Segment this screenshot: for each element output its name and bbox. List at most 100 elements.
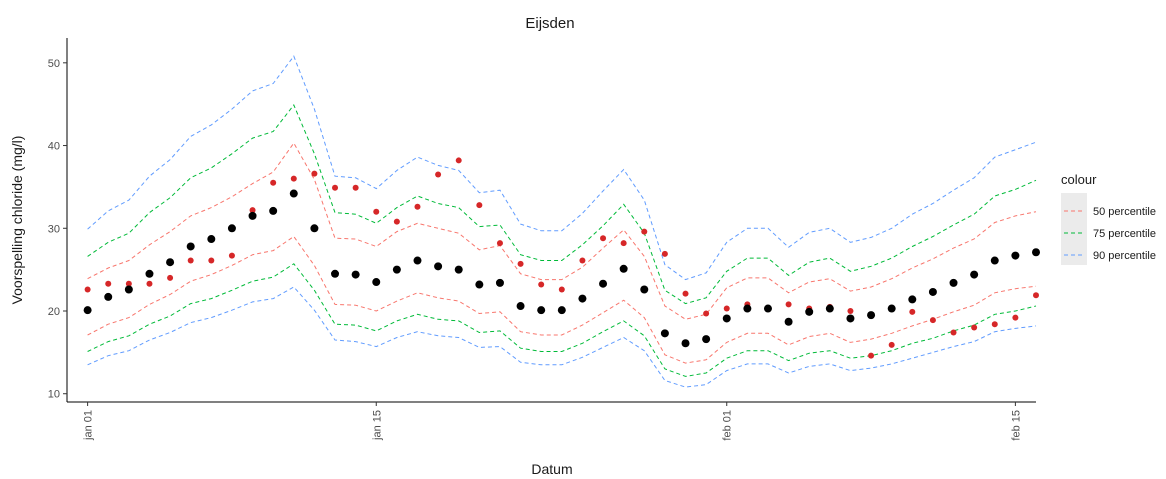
measured-point <box>373 208 380 215</box>
measured-point <box>661 250 668 257</box>
chart-title: Eijsden <box>525 15 574 32</box>
measured-point <box>620 240 627 247</box>
measured-point <box>435 171 442 178</box>
prediction-point <box>434 262 443 271</box>
prediction-point <box>1011 251 1020 260</box>
prediction-point <box>331 269 340 278</box>
prediction-point <box>392 265 401 274</box>
data-points <box>83 157 1040 359</box>
measured-point <box>703 310 710 317</box>
legend-key-background <box>1061 193 1087 265</box>
prediction-point <box>166 258 175 267</box>
measured-point <box>929 317 936 324</box>
prediction-point <box>372 278 381 287</box>
measured-point <box>84 286 91 293</box>
measured-point <box>1012 314 1019 321</box>
measured-point <box>785 301 792 308</box>
measured-point <box>105 280 112 287</box>
measured-point <box>723 305 730 312</box>
prediction-point <box>825 304 834 313</box>
measured-point <box>909 308 916 315</box>
measured-point <box>641 228 648 235</box>
y-tick-label: 30 <box>48 223 60 235</box>
x-tick-label: jan 01 <box>83 410 95 441</box>
prediction-point <box>990 256 999 265</box>
prediction-point <box>578 294 587 303</box>
measured-point <box>414 203 421 210</box>
prediction-point <box>743 304 752 313</box>
legend-label: 50 percentile <box>1093 206 1156 218</box>
prediction-point <box>640 285 649 294</box>
prediction-point <box>227 224 236 233</box>
prediction-point <box>475 280 484 289</box>
prediction-point <box>949 278 958 287</box>
measured-point <box>538 281 545 288</box>
measured-point <box>455 157 462 164</box>
prediction-point <box>269 206 278 215</box>
y-axis-ticks: 10 20 30 40 50 <box>48 58 67 401</box>
x-tick-label: feb 01 <box>722 410 734 441</box>
measured-point <box>517 260 524 267</box>
measured-point <box>393 218 400 225</box>
x-axis-ticks: jan 01 jan 15 feb 01 feb 15 <box>83 402 1022 441</box>
x-tick-label: feb 15 <box>1010 410 1022 441</box>
measured-point <box>991 321 998 328</box>
prediction-point <box>1032 248 1040 257</box>
y-axis-title: Voorspelling chloride (mg/l) <box>9 136 25 305</box>
measured-point <box>600 235 607 242</box>
measured-point <box>332 184 339 191</box>
prediction-point <box>702 335 711 344</box>
prediction-point <box>248 211 257 220</box>
prediction-point <box>619 264 628 273</box>
prediction-point <box>970 270 979 279</box>
prediction-point <box>413 256 422 265</box>
prediction-point <box>784 317 793 326</box>
prediction-point <box>805 307 814 316</box>
prediction-point <box>867 311 876 320</box>
prediction-point <box>660 329 669 338</box>
measured-point <box>579 257 586 264</box>
measured-point <box>208 257 215 264</box>
prediction-point <box>557 306 566 315</box>
prediction-point <box>310 224 319 233</box>
prediction-point <box>722 314 731 323</box>
measured-point <box>249 207 256 214</box>
legend-label: 90 percentile <box>1093 250 1156 262</box>
measured-point <box>888 341 895 348</box>
prediction-point <box>351 270 360 279</box>
prediction-point <box>83 306 92 315</box>
measured-point <box>476 202 483 209</box>
prediction-point <box>846 314 855 323</box>
series-line-50-percentile-upper <box>87 142 1037 320</box>
measured-point <box>558 286 565 293</box>
series-line-50-percentile-lower <box>87 235 1037 364</box>
x-axis-title: Datum <box>531 461 572 477</box>
prediction-point <box>928 287 937 296</box>
prediction-point <box>599 279 608 288</box>
prediction-point <box>887 304 896 313</box>
measured-point <box>125 280 132 287</box>
prediction-point <box>681 339 690 348</box>
prediction-point <box>537 306 546 315</box>
axes <box>66 38 1036 403</box>
prediction-point <box>104 292 113 301</box>
measured-point <box>496 240 503 247</box>
x-tick-label: jan 15 <box>371 410 383 441</box>
percentile-bands <box>87 55 1037 388</box>
legend: colour 50 percentile 75 percentile 90 perc… <box>1061 172 1156 265</box>
y-tick-label: 40 <box>48 141 60 153</box>
measured-point <box>228 252 235 259</box>
measured-point <box>971 324 978 331</box>
series-line-90-percentile-lower <box>87 286 1037 388</box>
prediction-point <box>145 269 154 278</box>
series-line-75-percentile-upper <box>87 104 1037 305</box>
measured-point <box>682 290 689 297</box>
legend-label: 75 percentile <box>1093 228 1156 240</box>
measured-point <box>290 175 297 182</box>
measured-point <box>868 352 875 359</box>
legend-title: colour <box>1061 172 1097 187</box>
y-tick-label: 20 <box>48 306 60 318</box>
y-tick-label: 10 <box>48 389 60 401</box>
y-tick-label: 50 <box>48 58 60 70</box>
